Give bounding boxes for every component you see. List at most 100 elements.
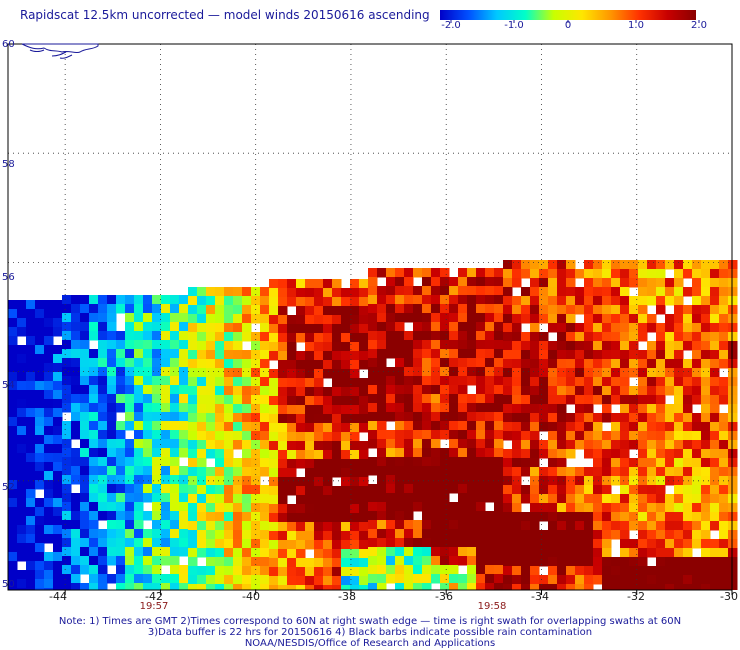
wind-difference-cell (557, 260, 567, 270)
wind-difference-cell (368, 484, 378, 494)
wind-difference-cell (719, 539, 729, 549)
wind-difference-cell (8, 498, 18, 508)
wind-difference-cell (224, 440, 234, 450)
wind-difference-cell (557, 341, 567, 351)
wind-difference-cell (206, 341, 216, 351)
wind-difference-cell (62, 556, 72, 566)
wind-difference-cell (44, 354, 54, 364)
wind-difference-cell (701, 323, 711, 333)
wind-difference-cell (377, 412, 387, 422)
wind-difference-cell (719, 359, 729, 369)
wind-difference-cell (260, 512, 270, 522)
wind-difference-cell (674, 269, 684, 279)
wind-difference-cell (89, 304, 99, 314)
wind-difference-cell (728, 287, 738, 297)
wind-difference-cell (8, 372, 18, 382)
wind-difference-cell (224, 548, 234, 558)
wind-difference-cell (422, 403, 432, 413)
wind-difference-cell (107, 556, 117, 566)
wind-difference-cell (233, 332, 243, 342)
wind-difference-cell (593, 440, 603, 450)
wind-difference-cell (107, 367, 117, 377)
wind-difference-cell (728, 341, 738, 351)
wind-difference-cell (305, 324, 315, 334)
wind-difference-cell (701, 386, 711, 396)
wind-difference-cell (530, 458, 540, 468)
wind-difference-cell (656, 485, 666, 495)
wind-difference-cell (260, 575, 270, 585)
wind-difference-cell (719, 350, 729, 360)
wind-difference-cell (638, 449, 648, 459)
wind-difference-cell (521, 395, 531, 405)
wind-difference-cell (152, 565, 162, 575)
wind-difference-cell (449, 331, 459, 341)
wind-difference-cell (584, 386, 594, 396)
wind-difference-cell (413, 385, 423, 395)
wind-difference-cell (431, 520, 441, 530)
wind-difference-cell (494, 421, 504, 431)
wind-difference-cell (422, 493, 432, 503)
wind-difference-cell (359, 540, 369, 550)
wind-difference-cell (593, 458, 603, 468)
wind-difference-cell (206, 557, 216, 567)
wind-difference-cell (8, 345, 18, 355)
wind-difference-cell (575, 287, 585, 297)
wind-difference-cell (575, 305, 585, 315)
wind-difference-cell (170, 322, 180, 332)
wind-difference-cell (674, 386, 684, 396)
wind-difference-cell (89, 421, 99, 431)
wind-difference-cell (107, 439, 117, 449)
wind-difference-cell (116, 340, 126, 350)
wind-difference-cell (35, 498, 45, 508)
wind-difference-cell (296, 558, 306, 568)
wind-difference-cell (692, 305, 702, 315)
wind-difference-cell (710, 332, 720, 342)
wind-difference-cell (728, 512, 738, 522)
wind-difference-cell (503, 449, 513, 459)
wind-difference-cell (188, 395, 198, 405)
wind-difference-cell (341, 360, 351, 370)
wind-difference-cell (602, 503, 612, 513)
wind-difference-cell (404, 529, 414, 539)
wind-difference-cell (530, 350, 540, 360)
wind-difference-cell (521, 350, 531, 360)
wind-difference-cell (377, 520, 387, 530)
wind-difference-cell (647, 467, 657, 477)
footnote-line-3: NOAA/NESDIS/Office of Research and Appli… (244, 638, 496, 649)
wind-difference-cell (413, 412, 423, 422)
wind-difference-cell (17, 552, 27, 562)
wind-difference-cell (656, 467, 666, 477)
wind-difference-cell (557, 521, 567, 531)
wind-difference-cell (305, 504, 315, 514)
wind-difference-cell (548, 458, 558, 468)
wind-difference-cell (584, 287, 594, 297)
wind-difference-cell (161, 331, 171, 341)
wind-difference-cell (530, 530, 540, 540)
wind-difference-cell (323, 504, 333, 514)
wind-difference-cell (629, 458, 639, 468)
wind-difference-cell (242, 539, 252, 549)
wind-difference-cell (35, 471, 45, 481)
wind-difference-cell (593, 305, 603, 315)
wind-difference-cell (296, 423, 306, 433)
wind-difference-cell (476, 547, 486, 557)
wind-difference-cell (332, 486, 342, 496)
wind-difference-cell (377, 430, 387, 440)
wind-difference-cell (161, 457, 171, 467)
wind-difference-cell (116, 349, 126, 359)
wind-difference-cell (386, 502, 396, 512)
wind-difference-cell (620, 278, 630, 288)
wind-difference-cell (593, 350, 603, 360)
wind-difference-cell (719, 278, 729, 288)
wind-difference-cell (404, 565, 414, 575)
wind-difference-cell (710, 449, 720, 459)
wind-difference-cell (107, 529, 117, 539)
wind-difference-cell (395, 340, 405, 350)
wind-difference-cell (107, 466, 117, 476)
wind-difference-cell (197, 431, 207, 441)
wind-difference-cell (674, 377, 684, 387)
wind-difference-cell (611, 395, 621, 405)
wind-difference-cell (494, 583, 504, 590)
wind-difference-cell (548, 305, 558, 315)
wind-difference-cell (422, 340, 432, 350)
